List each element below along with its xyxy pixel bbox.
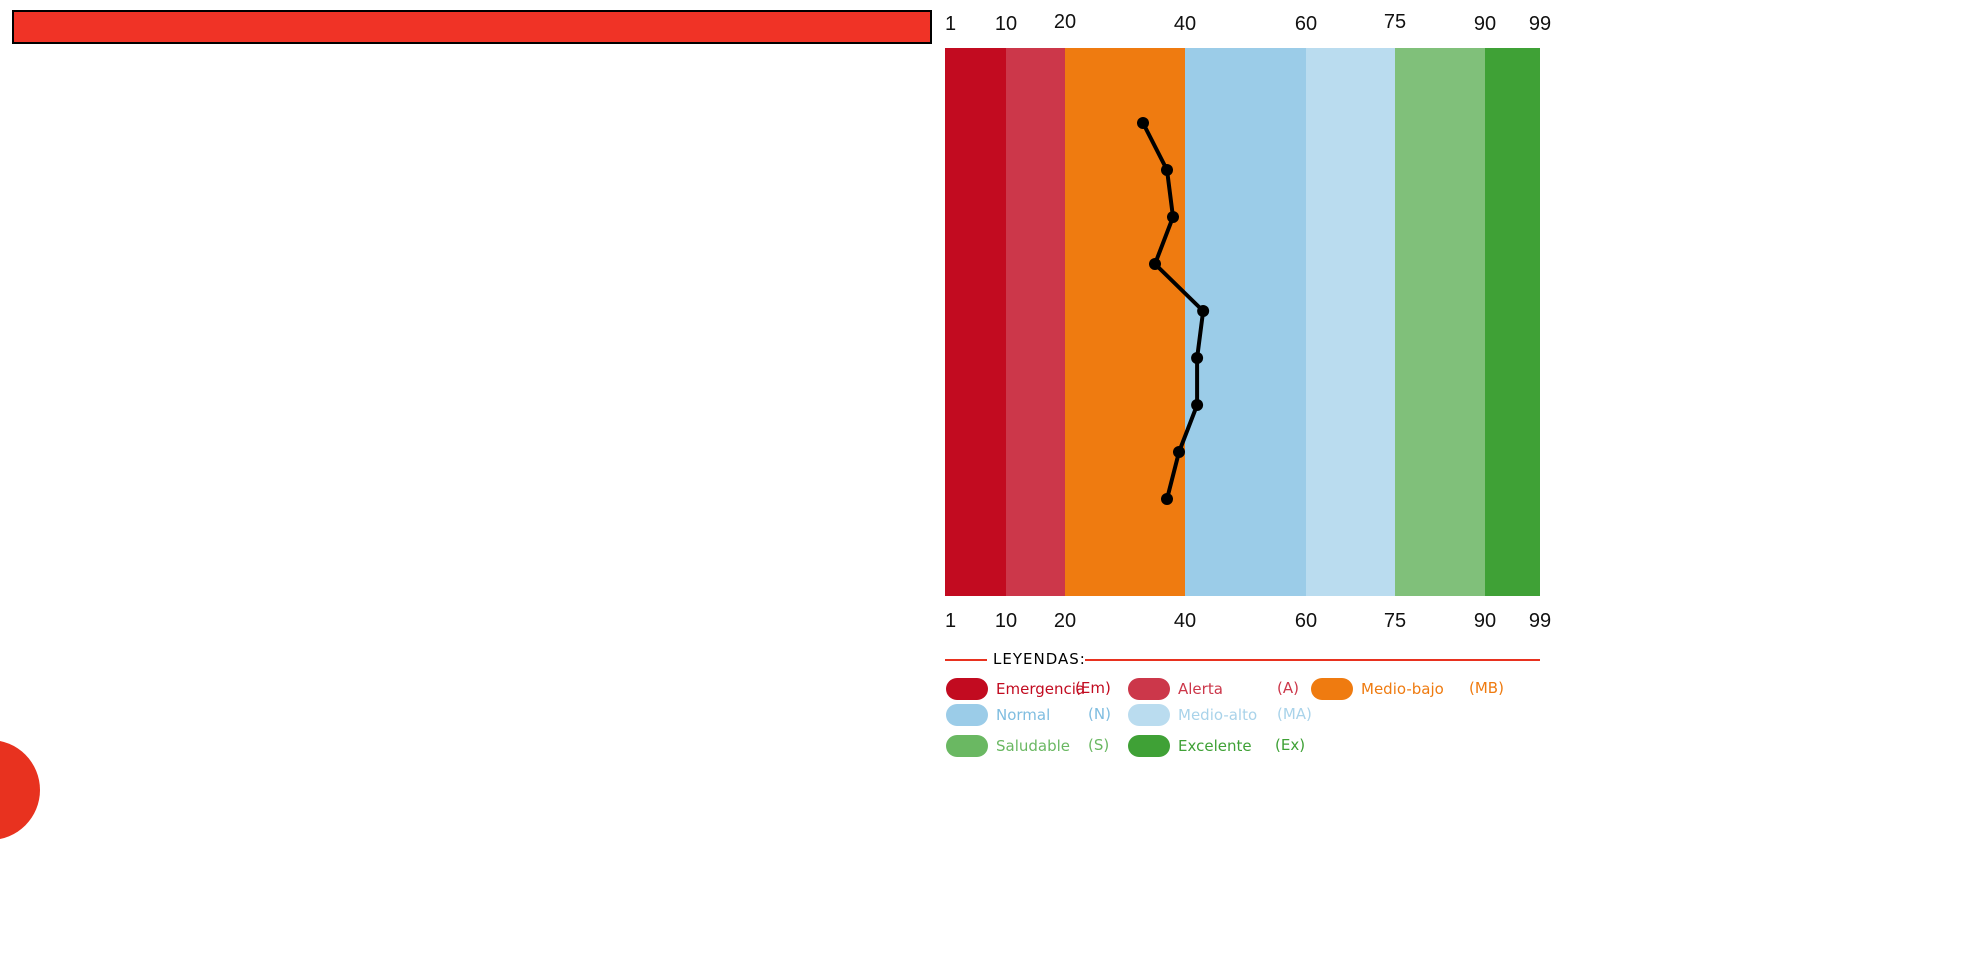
band-layer [945, 48, 1540, 596]
legend-label: Medio-bajo [1361, 680, 1444, 698]
legend-swatch [946, 704, 988, 726]
band-2 [1065, 48, 1185, 596]
legend-item: Normal [946, 703, 1050, 727]
legend-label: Medio-alto [1178, 706, 1258, 724]
legend-abbreviation: (N) [1088, 705, 1111, 723]
data-point [1161, 164, 1173, 176]
legend-label: Alerta [1178, 680, 1223, 698]
legend-abbreviation: (Em) [1075, 679, 1111, 697]
x-tick-bottom: 99 [1529, 610, 1551, 632]
x-tick-bottom: 90 [1474, 610, 1496, 632]
header-bar [12, 10, 932, 44]
x-tick-top: 75 [1384, 11, 1406, 33]
data-point [1173, 446, 1185, 458]
legend-label: Normal [996, 706, 1051, 724]
bottom-axis: 1 10 20 40 60 75 90 99 [945, 610, 1551, 632]
legend-swatch [1128, 704, 1170, 726]
data-point [1191, 352, 1204, 364]
band-0 [945, 48, 1006, 596]
x-tick-top: 40 [1174, 13, 1196, 35]
legend-title: LEYENDAS: [993, 650, 1086, 668]
top-axis: 1 10 20 40 60 75 90 99 [945, 11, 1551, 35]
x-tick-top: 1 [945, 13, 956, 35]
data-point [1191, 399, 1204, 411]
data-point [1149, 258, 1161, 270]
x-tick-bottom: 1 [945, 610, 956, 632]
legend-item: Excelente [1128, 734, 1252, 758]
legend-item: Alerta [1128, 677, 1223, 701]
legend-label: Excelente [1178, 737, 1252, 755]
legend-item: Emergencia [946, 677, 1085, 701]
legend-abbreviation: (Ex) [1275, 736, 1306, 754]
x-tick-bottom: 10 [995, 610, 1017, 632]
legend-abbreviation: (MB) [1469, 679, 1504, 697]
x-tick-top: 10 [995, 13, 1017, 35]
data-point [1161, 493, 1173, 505]
band-6 [1485, 48, 1540, 596]
band-4 [1306, 48, 1395, 596]
x-tick-top: 20 [1054, 11, 1076, 33]
x-tick-bottom: 20 [1054, 610, 1076, 632]
legend-abbreviation: (A) [1277, 679, 1299, 697]
legend-swatch [1128, 678, 1170, 700]
band-5 [1395, 48, 1485, 596]
series-layer [1137, 117, 1210, 505]
legend-label: Emergencia [996, 680, 1086, 698]
legend-swatch [1311, 678, 1353, 700]
data-point [1167, 211, 1179, 223]
legend-label: Saludable [996, 737, 1071, 755]
x-tick-bottom: 60 [1295, 610, 1317, 632]
x-tick-top: 99 [1529, 13, 1551, 35]
legend-item: Saludable [946, 734, 1070, 758]
x-tick-bottom: 75 [1384, 610, 1406, 632]
legend-abbreviation: (S) [1088, 736, 1110, 754]
x-tick-top: 90 [1474, 13, 1496, 35]
legend-swatch [946, 678, 988, 700]
legend-swatch [1128, 735, 1170, 757]
x-tick-bottom: 40 [1174, 610, 1196, 632]
legend-swatch [946, 735, 988, 757]
legend-rule-right [1085, 659, 1540, 661]
legend-item: Medio-alto [1128, 703, 1257, 727]
data-point [1197, 305, 1210, 317]
band-1 [1006, 48, 1065, 596]
band-3 [1185, 48, 1306, 596]
legend-abbreviation: (MA) [1277, 705, 1312, 723]
data-point [1137, 117, 1149, 129]
x-tick-top: 60 [1295, 13, 1317, 35]
legend-item: Medio-bajo [1311, 677, 1444, 701]
legend-rule-left [945, 659, 987, 661]
